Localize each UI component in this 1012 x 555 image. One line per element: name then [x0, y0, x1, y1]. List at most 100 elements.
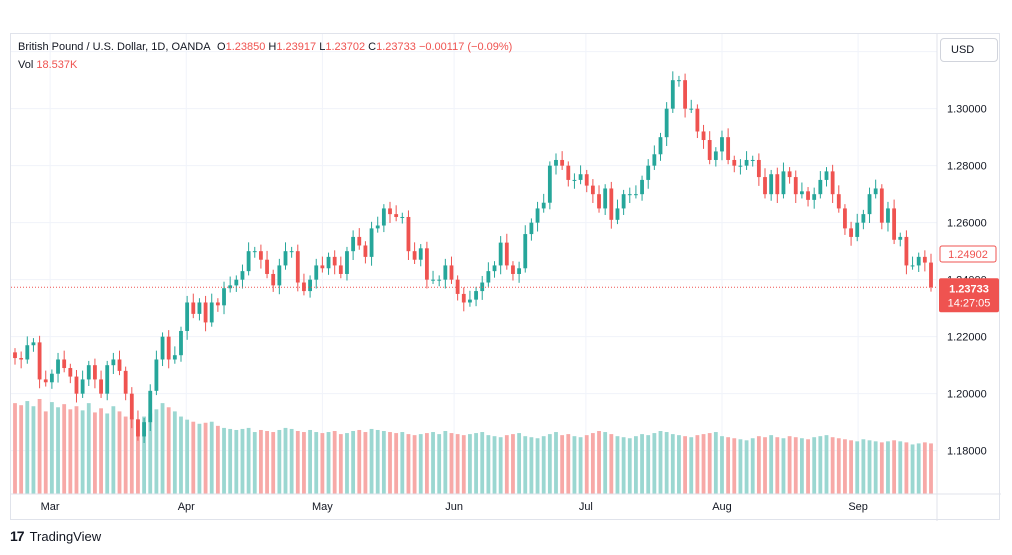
volume-bar: [283, 427, 288, 494]
candle-body: [781, 171, 786, 195]
candle-body: [93, 365, 97, 380]
volume-bar: [449, 433, 454, 494]
currency-button[interactable]: USD: [940, 38, 998, 62]
candle-body: [74, 376, 79, 394]
volume-bar: [148, 413, 153, 494]
candle-body: [308, 279, 312, 292]
volume-bar: [136, 419, 140, 494]
grid: [11, 34, 937, 494]
vol-label: Vol: [18, 59, 34, 71]
candle-body: [443, 265, 448, 280]
candle-body: [744, 159, 749, 166]
time-tick-label: Mar: [41, 501, 60, 513]
candlestick-chart[interactable]: 1.320001.300001.280001.260001.240001.220…: [11, 34, 1001, 521]
candle-body: [209, 302, 214, 323]
volume-bar: [74, 406, 79, 494]
price-tick-label: 1.20000: [947, 389, 987, 401]
volume-bar: [560, 435, 565, 494]
candle-body: [338, 265, 343, 274]
chart-pane[interactable]: 1.320001.300001.280001.260001.240001.220…: [10, 33, 1001, 521]
candle-body: [62, 359, 67, 369]
volume-bar: [713, 432, 718, 494]
volume-bar: [455, 434, 460, 494]
volume-bar: [609, 434, 614, 494]
volume-bar: [474, 433, 478, 494]
volume-bar: [228, 428, 233, 494]
candle-body: [621, 194, 626, 209]
volume-bar: [400, 432, 405, 494]
candle-body: [609, 188, 614, 220]
price-tick-label: 1.28000: [947, 161, 987, 173]
volume-bar: [424, 433, 429, 494]
candle-body: [916, 256, 921, 266]
candle-body: [80, 379, 85, 394]
candle-body: [830, 171, 835, 195]
volume-bar: [615, 436, 620, 494]
candle-body: [879, 188, 884, 223]
volume-bar: [799, 438, 804, 494]
volume-bar: [31, 406, 36, 494]
volume-bar: [707, 433, 712, 494]
candle-body: [234, 279, 239, 286]
high-label: H: [268, 41, 277, 53]
symbol-title: British Pound / U.S. Dollar, 1D, OANDA: [18, 41, 210, 53]
candle-body: [424, 248, 429, 280]
candle-body: [455, 279, 460, 294]
time-tick-label: Jul: [579, 501, 593, 513]
candle-body: [240, 271, 245, 280]
volume-bar: [418, 434, 423, 494]
candle-body: [541, 202, 546, 209]
volume-bar: [369, 428, 374, 494]
volume-bar: [695, 435, 700, 494]
candle-body: [836, 194, 841, 209]
volume-bar: [277, 429, 282, 494]
volume-bar: [314, 432, 319, 494]
symbol-legend: British Pound / U.S. Dollar, 1D, OANDA O…: [18, 41, 512, 53]
volume-bar: [197, 423, 202, 494]
volume-bar: [363, 432, 368, 494]
candle-body: [695, 108, 700, 132]
volume-bar: [886, 441, 890, 494]
candle-body: [560, 159, 565, 166]
candle-body: [806, 191, 810, 200]
volume-bar: [308, 429, 312, 494]
volume-bar: [836, 438, 841, 494]
volume-bar: [105, 413, 110, 494]
candle-body: [56, 359, 60, 374]
volume-bar: [554, 432, 558, 494]
price-tick-label: 1.30000: [947, 104, 987, 116]
candle-body: [468, 299, 472, 303]
candle-body: [867, 194, 872, 215]
volume-bar: [763, 437, 767, 494]
candle-body: [523, 234, 528, 269]
candle-body: [775, 174, 780, 195]
volume-bar: [215, 425, 220, 494]
candle-body: [142, 422, 147, 437]
volume-bar: [234, 429, 239, 494]
volume-bar: [172, 411, 177, 494]
volume-bar: [535, 438, 540, 494]
volume-bar: [93, 412, 97, 494]
candle-body: [843, 208, 847, 229]
candle-body: [855, 222, 860, 237]
candle-body: [314, 265, 319, 280]
candle-body: [25, 345, 30, 360]
brand[interactable]: 17 TradingView: [10, 528, 101, 544]
candle-body: [861, 214, 866, 223]
candle-body: [886, 208, 890, 223]
price-axis[interactable]: 1.320001.300001.280001.260001.240001.220…: [936, 34, 987, 521]
candle-body: [185, 302, 190, 331]
volume-bar: [732, 438, 737, 494]
candle-body: [375, 225, 380, 229]
volume-bar: [904, 442, 909, 494]
time-axis[interactable]: Mar Apr May Jun Jul Aug Sep: [11, 493, 1001, 513]
candle-body: [910, 265, 915, 267]
volume-bar: [511, 434, 515, 494]
tradingview-logo-icon: 17: [10, 528, 25, 544]
candle-body: [215, 302, 220, 306]
volume-bar: [787, 436, 792, 494]
volume-bar: [683, 436, 687, 494]
candle-body: [105, 365, 110, 394]
candle-body: [584, 174, 589, 186]
volume-bar: [922, 442, 927, 494]
